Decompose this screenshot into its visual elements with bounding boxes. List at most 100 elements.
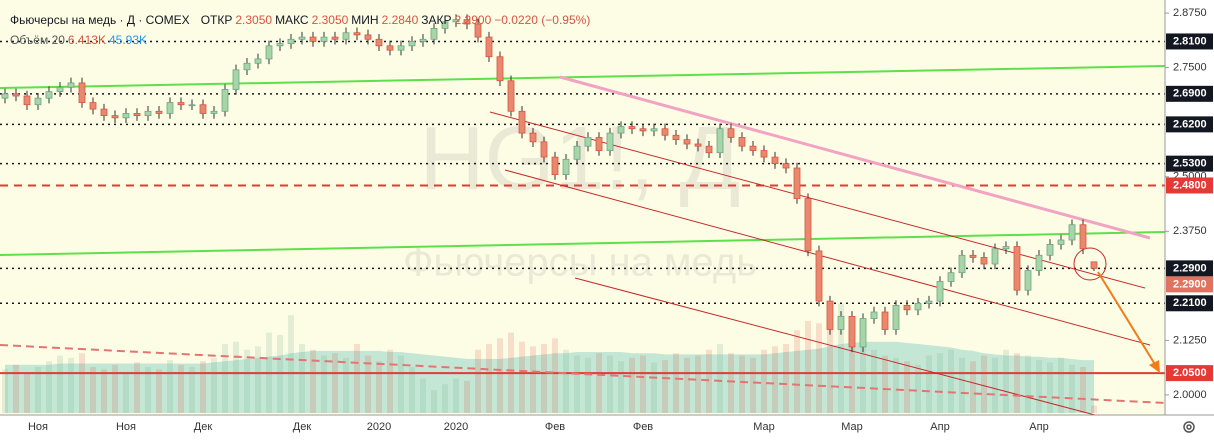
trend-line (559, 75, 1151, 240)
volume-bar (893, 357, 899, 413)
x-tick-label: Апр (1029, 421, 1048, 433)
candle-body (1035, 254, 1043, 271)
price-tag (1166, 177, 1213, 194)
candle-body (628, 126, 636, 130)
volume-bar (530, 346, 536, 413)
volume-row: Объём 20 6.413K 45.93K (10, 30, 590, 50)
time-axis (0, 415, 1165, 440)
x-tick-label: Дек (293, 421, 312, 433)
candle-body (650, 128, 658, 132)
volume-bar (937, 353, 943, 413)
candle-body (947, 272, 955, 282)
price-tag (1166, 155, 1213, 172)
ohlc-value: 2.2900 (454, 13, 492, 27)
candle-body (276, 43, 284, 47)
candle-body (815, 250, 823, 302)
volume-bar (805, 321, 811, 413)
candle-body (551, 156, 559, 175)
settings-icon[interactable] (1183, 421, 1195, 433)
volume-bar (255, 346, 261, 413)
candle-body (320, 36, 328, 42)
candle-body (12, 93, 20, 97)
volume-bar (596, 353, 602, 413)
volume-bar (2, 369, 8, 413)
volume-bar (299, 344, 305, 413)
candle-body (1024, 270, 1032, 291)
arrow-head (1149, 360, 1160, 373)
price-tag-label: 2.4800 (1173, 179, 1207, 191)
price-tag (1166, 85, 1213, 102)
candle-body (1068, 224, 1076, 241)
volume-bar (475, 349, 481, 413)
x-tick-label: Апр (930, 421, 949, 433)
candle-body (232, 69, 240, 90)
candle-body (1013, 246, 1021, 291)
volume-bar (420, 378, 426, 413)
levels (0, 40, 1165, 375)
price-tag (1166, 365, 1213, 382)
x-tick-label: 2020 (367, 421, 391, 433)
volume-bar (178, 364, 184, 413)
volume-bar (79, 353, 85, 413)
volume-bar (761, 349, 767, 413)
volume-bar (640, 355, 646, 413)
title-row: Фьючерсы на медь · Д · COMEX ОТКР 2.3050 … (10, 10, 590, 30)
price-tag (1166, 116, 1213, 133)
candle-body (1046, 243, 1054, 256)
candle-body (826, 300, 834, 330)
price-tag-label: 2.5300 (1173, 158, 1207, 170)
volume-bar (398, 355, 404, 413)
volume-bar (46, 361, 52, 413)
volume-last: 6.413K (67, 33, 106, 47)
watermark-name: Фьючерсы на медь (403, 241, 757, 285)
volume-bar (222, 344, 228, 413)
candle-body (342, 32, 350, 40)
y-tick-label: 2.8750 (1173, 7, 1207, 19)
candle-body (485, 36, 493, 58)
gear[interactable] (1183, 421, 1195, 433)
candle-body (111, 115, 119, 119)
candle-body (23, 95, 31, 106)
candle-body (661, 128, 669, 136)
volume-bar (728, 353, 734, 413)
candle-body (1079, 224, 1087, 250)
candle-body (309, 36, 317, 42)
candle-body (287, 38, 295, 45)
candle-body (386, 45, 394, 51)
candle-body (122, 113, 130, 119)
volume-bar (1058, 357, 1064, 413)
y-tick-label: 2.3750 (1173, 225, 1207, 237)
candle-body (188, 104, 196, 107)
candle-body (529, 132, 537, 143)
candle-body (254, 58, 262, 64)
volume-bar (13, 364, 19, 413)
candle-body (298, 36, 306, 40)
channel-line (574, 277, 1096, 416)
candle-body (441, 21, 449, 29)
candle-body (573, 145, 581, 160)
candle-body (727, 128, 735, 138)
candle-body (1057, 239, 1065, 245)
volume-bar (1069, 364, 1075, 413)
candle-body (452, 19, 460, 23)
gear-hub[interactable] (1186, 424, 1192, 430)
change: −0.0220 (−0.95%) (494, 13, 591, 27)
volume-bar (310, 349, 316, 413)
volume-bar (827, 309, 833, 413)
candle-body (694, 143, 702, 147)
volume-bar (541, 344, 547, 413)
candle-body (980, 257, 988, 265)
candle-body (617, 126, 625, 134)
volume-bar (992, 357, 998, 413)
candle-body (892, 305, 900, 330)
candle-body (606, 132, 614, 151)
volume-bar (651, 362, 657, 413)
x-tick-label: Дек (194, 421, 213, 433)
volume-bar (706, 349, 712, 413)
legend: Фьючерсы на медь · Д · COMEX ОТКР 2.3050 … (10, 10, 590, 50)
volume-bar (464, 380, 470, 413)
candle-body (364, 34, 372, 40)
candle-body (672, 134, 680, 141)
y-tick-label: 2.7500 (1173, 62, 1207, 74)
volume-bar (453, 378, 459, 413)
